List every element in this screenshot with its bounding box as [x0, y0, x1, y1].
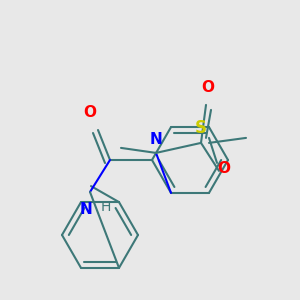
Text: S: S [195, 119, 207, 137]
Text: O: O [202, 80, 214, 95]
Text: O: O [218, 161, 230, 176]
Text: H: H [101, 200, 111, 214]
Text: N: N [80, 202, 92, 217]
Text: O: O [83, 105, 97, 120]
Text: N: N [150, 132, 162, 147]
